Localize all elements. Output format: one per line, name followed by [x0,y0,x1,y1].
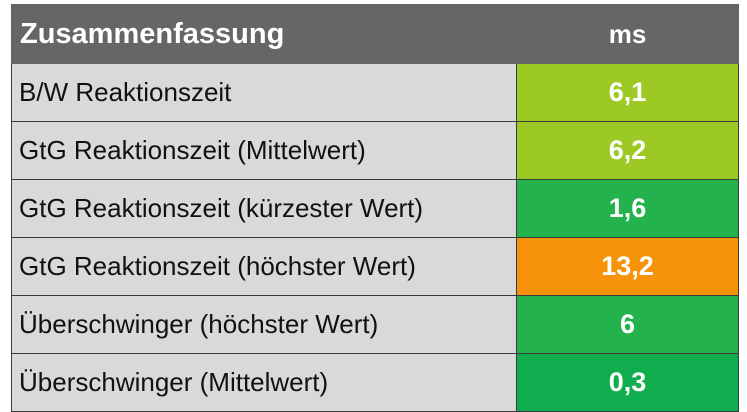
row-label: Überschwinger (Mittelwert) [11,353,517,412]
table-row: Überschwinger (Mittelwert) 0,3 [11,353,739,412]
row-value: 6,2 [516,121,739,180]
table-row: GtG Reaktionszeit (Mittelwert) 6,2 [11,121,739,180]
header-summary: Zusammenfassung [11,4,517,64]
header-unit: ms [516,4,739,64]
row-label: Überschwinger (höchster Wert) [11,295,517,354]
row-label: GtG Reaktionszeit (höchster Wert) [11,237,517,296]
row-value: 13,2 [516,237,739,296]
table-row: B/W Reaktionszeit 6,1 [11,63,739,122]
row-value: 1,6 [516,179,739,238]
header-row: Zusammenfassung ms [11,4,739,64]
table-row: GtG Reaktionszeit (höchster Wert) 13,2 [11,237,739,296]
table-row: GtG Reaktionszeit (kürzester Wert) 1,6 [11,179,739,238]
summary-table: Zusammenfassung ms B/W Reaktionszeit 6,1… [11,4,739,412]
row-value: 6 [516,295,739,354]
row-label: GtG Reaktionszeit (Mittelwert) [11,121,517,180]
table-row: Überschwinger (höchster Wert) 6 [11,295,739,354]
row-label: B/W Reaktionszeit [11,63,517,122]
row-value: 0,3 [516,353,739,412]
row-value: 6,1 [516,63,739,122]
row-label: GtG Reaktionszeit (kürzester Wert) [11,179,517,238]
